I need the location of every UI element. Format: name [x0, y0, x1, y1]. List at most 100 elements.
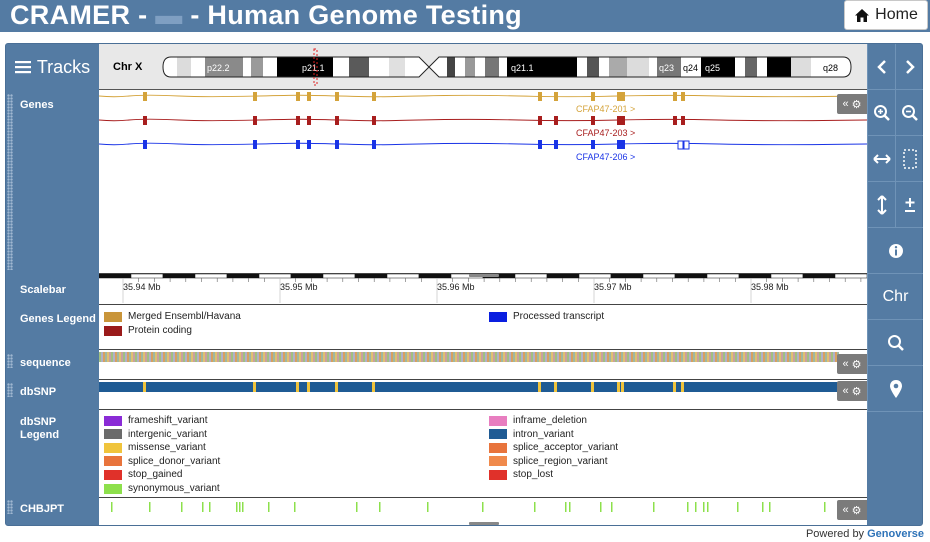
scroll-right-button[interactable]	[895, 44, 923, 90]
dbsnp-track[interactable]: «⚙	[99, 380, 867, 408]
chbjpt-mark[interactable]	[687, 502, 689, 512]
chbjpt-mark[interactable]	[379, 502, 381, 512]
dbsnp-legend-item: inframe_deletion	[489, 415, 587, 426]
collapse-icon[interactable]: «	[842, 504, 849, 516]
legend-protein-coding: Protein coding	[104, 325, 192, 336]
chbjpt-drag-handle[interactable]	[7, 500, 13, 514]
chbjpt-mark[interactable]	[534, 502, 536, 512]
sequence-track-controls[interactable]: «⚙	[837, 354, 867, 374]
chbjpt-mark[interactable]	[294, 502, 296, 512]
resize-tracks-button[interactable]	[867, 182, 895, 228]
search-icon	[887, 334, 904, 351]
gear-icon[interactable]: ⚙	[851, 358, 862, 371]
chbjpt-mark[interactable]	[707, 502, 709, 512]
genes-track-controls[interactable]: «⚙	[837, 94, 867, 114]
chbjpt-mark[interactable]	[737, 502, 739, 512]
track-separator	[99, 349, 867, 350]
chbjpt-mark[interactable]	[236, 502, 238, 512]
exon	[143, 92, 147, 101]
chbjpt-mark[interactable]	[181, 502, 183, 512]
genes-drag-handle[interactable]	[7, 94, 13, 270]
select-mode-button[interactable]	[895, 136, 923, 182]
snp-mark[interactable]	[335, 382, 338, 392]
gear-icon[interactable]: ⚙	[851, 385, 862, 398]
chbjpt-mark[interactable]	[202, 502, 204, 512]
chbjpt-mark[interactable]	[268, 502, 270, 512]
snp-mark[interactable]	[143, 382, 146, 392]
chromosome-label: Chr X	[113, 61, 143, 73]
genoverse-link[interactable]: Genoverse	[867, 528, 924, 540]
search-button[interactable]	[867, 320, 923, 366]
chbjpt-mark[interactable]	[356, 502, 358, 512]
zoom-out-button[interactable]	[895, 90, 923, 136]
legend-merged-label: Merged Ensembl/Havana	[128, 311, 241, 322]
snp-mark[interactable]	[296, 382, 299, 392]
zoom-in-button[interactable]	[867, 90, 895, 136]
location-button[interactable]	[867, 366, 923, 412]
chbjpt-mark[interactable]	[611, 502, 613, 512]
chbjpt-mark[interactable]	[482, 502, 484, 512]
dbsnp-track-controls[interactable]: «⚙	[837, 381, 867, 401]
snp-mark[interactable]	[253, 382, 256, 392]
legend-swatch	[104, 469, 122, 480]
exon	[554, 92, 558, 101]
snp-mark[interactable]	[621, 382, 624, 392]
dbsnp-drag-handle[interactable]	[7, 383, 13, 397]
collapse-icon[interactable]: «	[842, 98, 849, 110]
title-main: Human Genome Testing	[207, 0, 522, 30]
expand-collapse-button[interactable]	[895, 182, 923, 228]
snp-mark[interactable]	[538, 382, 541, 392]
snp-mark[interactable]	[372, 382, 375, 392]
band-label-p21-1: p21.1	[302, 63, 325, 73]
page-title: CRAMER - ▬ - Human Genome Testing	[10, 1, 522, 29]
exon	[372, 92, 376, 101]
gear-icon[interactable]: ⚙	[851, 98, 862, 111]
chbjpt-mark[interactable]	[565, 502, 567, 512]
drag-mode-button[interactable]	[867, 136, 895, 182]
snp-mark[interactable]	[591, 382, 594, 392]
chbjpt-mark[interactable]	[569, 502, 571, 512]
transcript-label-201[interactable]: CFAP47-201 >	[576, 104, 635, 114]
snp-mark[interactable]	[554, 382, 557, 392]
scroll-left-button[interactable]	[867, 44, 895, 90]
sequence-drag-handle[interactable]	[7, 354, 13, 368]
exon	[621, 92, 625, 101]
chbjpt-mark[interactable]	[149, 502, 151, 512]
chbjpt-track-controls[interactable]: «⚙	[837, 500, 867, 520]
chromosome-position-marker[interactable]	[313, 48, 318, 86]
transcript-label-203[interactable]: CFAP47-203 >	[576, 128, 635, 138]
chbjpt-mark[interactable]	[769, 502, 771, 512]
genes-track[interactable]: CFAP47-201 > CFAP47-203 > CFAP47-206 > «…	[99, 91, 867, 272]
chbjpt-mark[interactable]	[209, 502, 211, 512]
exon	[554, 140, 558, 149]
legend-label: stop_lost	[513, 469, 554, 481]
chbjpt-mark[interactable]	[653, 502, 655, 512]
chbjpt-mark[interactable]	[427, 502, 429, 512]
chbjpt-mark[interactable]	[762, 502, 764, 512]
snp-mark[interactable]	[307, 382, 310, 392]
info-button[interactable]	[867, 228, 923, 274]
chbjpt-mark[interactable]	[239, 502, 241, 512]
collapse-icon[interactable]: «	[842, 385, 849, 397]
exon	[335, 92, 339, 101]
snp-mark[interactable]	[673, 382, 676, 392]
chbjpt-mark[interactable]	[242, 502, 244, 512]
gear-icon[interactable]: ⚙	[851, 504, 862, 517]
chbjpt-track[interactable]: «⚙	[99, 498, 867, 525]
transcript-label-206[interactable]: CFAP47-206 >	[576, 152, 635, 162]
chromosome-button[interactable]: Chr	[867, 274, 923, 320]
tracks-menu-button[interactable]: Tracks	[6, 44, 99, 90]
chromosome-ideogram[interactable]: p22.2 p21.1 q21.1 q23 q24 q25 q28	[147, 44, 867, 90]
snp-mark[interactable]	[681, 382, 684, 392]
chbjpt-mark[interactable]	[695, 502, 697, 512]
home-button[interactable]: Home	[844, 0, 928, 30]
exon	[296, 140, 300, 149]
legend-swatch	[104, 325, 122, 336]
chbjpt-mark[interactable]	[111, 502, 113, 512]
sequence-track[interactable]: «⚙	[99, 350, 867, 378]
snp-mark[interactable]	[617, 382, 620, 392]
chbjpt-mark[interactable]	[703, 502, 705, 512]
chbjpt-mark[interactable]	[824, 502, 826, 512]
chbjpt-mark[interactable]	[600, 502, 602, 512]
collapse-icon[interactable]: «	[842, 358, 849, 370]
